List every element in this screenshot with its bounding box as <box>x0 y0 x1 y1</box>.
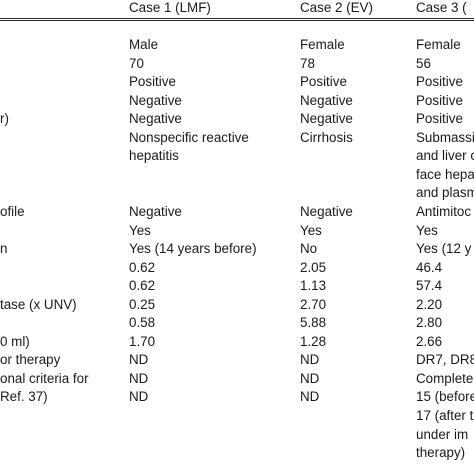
cell-case-1: Negative <box>129 92 182 108</box>
cell-case-2: No <box>300 241 318 257</box>
cell-case-3: 56 <box>416 55 431 71</box>
cell-case-1: 1.70 <box>129 333 156 349</box>
cell-case-1: Male <box>129 37 159 52</box>
cell-case-1: 0.58 <box>129 315 156 331</box>
cell-case-1: Positive <box>129 74 176 90</box>
row-label: or therapy <box>0 352 61 368</box>
cell-case-3: 15 (before <box>416 389 474 405</box>
cell-case-2: ND <box>300 389 320 405</box>
cell-case-3: therapy) <box>416 445 466 461</box>
cell-case-3: Female <box>416 37 461 52</box>
cell-case-1: 0.25 <box>129 296 156 312</box>
cell-case-3: under im <box>416 426 469 442</box>
cell-case-1: Yes (14 years before) <box>129 241 257 257</box>
header-rule-bottom <box>0 20 474 21</box>
cell-case-3: Positive <box>416 92 463 108</box>
cell-case-2: 78 <box>300 55 315 71</box>
cell-case-1: 70 <box>129 55 144 71</box>
cell-case-2: Positive <box>300 74 347 90</box>
cell-case-3: Yes <box>416 222 438 238</box>
header-rule-top <box>0 18 474 19</box>
cell-case-1: ND <box>129 389 149 405</box>
cell-case-2: ND <box>300 370 320 386</box>
cell-case-3: DR7, DR8 <box>416 352 474 368</box>
cell-case-2: Negative <box>300 92 353 108</box>
cell-case-1: Nonspecific reactive <box>129 129 249 145</box>
cell-case-3: Positive <box>416 74 463 90</box>
cell-case-2: 2.05 <box>300 259 327 275</box>
cell-case-3: 2.80 <box>416 315 443 331</box>
cell-case-3: Antimitoc <box>416 203 472 219</box>
cell-case-2: Negative <box>300 111 353 127</box>
cell-case-2: Female <box>300 37 345 52</box>
cell-case-3: 46.4 <box>416 259 443 275</box>
row-label: ofile <box>0 203 25 219</box>
cell-case-2: 5.88 <box>300 315 327 331</box>
cell-case-3: 57.4 <box>416 278 443 294</box>
cell-case-2: 1.28 <box>300 333 327 349</box>
cell-case-3: 17 (after t <box>416 408 474 423</box>
cell-case-2: Cirrhosis <box>300 129 353 145</box>
cell-case-2: ND <box>300 352 320 368</box>
cell-case-2: Negative <box>300 203 353 219</box>
cell-case-3: and liver c <box>416 148 474 164</box>
header-case-2: Case 2 (EV) <box>300 0 373 15</box>
cell-case-1: 0.62 <box>129 259 156 275</box>
cell-case-3: 2.66 <box>416 333 443 349</box>
cell-case-1: hepatitis <box>129 148 179 164</box>
cell-case-1: Yes <box>129 222 151 238</box>
cell-case-1: Negative <box>129 203 182 219</box>
cell-case-3: 2.20 <box>416 296 443 312</box>
cell-case-3: Positive <box>416 111 463 127</box>
cell-case-3: and plasm <box>416 185 474 201</box>
cell-case-2: 2.70 <box>300 296 327 312</box>
cell-case-3: Yes (12 y <box>416 241 472 257</box>
cell-case-3: face hepa <box>416 166 474 182</box>
cell-case-1: ND <box>129 370 149 386</box>
row-label: tase (x UNV) <box>0 296 77 312</box>
cell-case-1: ND <box>129 352 149 368</box>
cell-case-3: Submassi <box>416 129 474 145</box>
row-label: n <box>0 241 8 257</box>
header-case-1: Case 1 (LMF) <box>129 0 211 15</box>
cell-case-2: Yes <box>300 222 322 238</box>
row-label: onal criteria for <box>0 370 89 386</box>
header-case-3: Case 3 ( <box>416 0 467 15</box>
row-label: 0 ml) <box>0 333 30 349</box>
cell-case-3: Complete <box>416 370 474 386</box>
cell-case-1: 0.62 <box>129 278 156 294</box>
cell-case-1: Negative <box>129 111 182 127</box>
cell-case-2: 1.13 <box>300 278 327 294</box>
row-label: r) <box>0 111 9 127</box>
row-label: Ref. 37) <box>0 389 48 405</box>
